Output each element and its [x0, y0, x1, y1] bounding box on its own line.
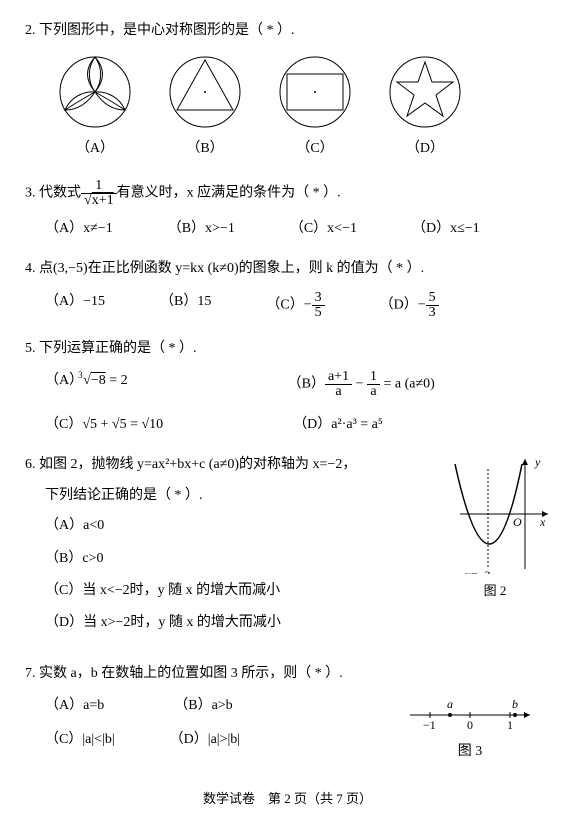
figure-2: y x O x=−2 图 2	[440, 454, 550, 602]
option-d: （D）−53	[380, 291, 439, 320]
q3-options: （A）x≠−1 （B）x>−1 （C）x<−1 （D）x≤−1	[25, 218, 550, 240]
q2-text: 2. 下列图形中，是中心对称图形的是（ * ）.	[25, 20, 550, 42]
q7-row1: （A）a=b （B）a>b	[25, 695, 405, 717]
option-c: （C）	[275, 52, 355, 160]
question-2: 2. 下列图形中，是中心对称图形的是（ * ）. （A） （B） （C） （D）	[25, 20, 550, 161]
option-d: （D）当 x>−2时，y 随 x 的增大而减小	[45, 612, 550, 634]
q7-row2: （C）|a|<|b| （D）|a|>|b|	[25, 729, 405, 751]
question-4: 4. 点(3,−5)在正比例函数 y=kx (k≠0)的图象上，则 k 的值为（…	[25, 258, 550, 319]
question-7: 7. 实数 a，b 在数轴上的位置如图 3 所示，则（ * ）. a b −1 0 1…	[25, 663, 550, 764]
option-label: （D）	[406, 141, 444, 156]
q4-text: 4. 点(3,−5)在正比例函数 y=kx (k≠0)的图象上，则 k 的值为（…	[25, 258, 550, 280]
option-a: （A）−15	[45, 291, 105, 320]
parabola-icon: y x O x=−2	[440, 454, 550, 574]
option-c: （C）|a|<|b|	[45, 729, 115, 751]
q3-text: 3. 代数式1√x+1有意义时，x 应满足的条件为（ * ）.	[25, 179, 550, 208]
figure-caption: 图 3	[405, 741, 535, 763]
q4-options: （A）−15 （B）15 （C）−35 （D）−53	[25, 291, 550, 320]
option-c: （C）√5 + √5 = √10	[45, 414, 163, 436]
option-c: （C）−35	[266, 291, 324, 320]
rect-in-circle-icon	[275, 52, 355, 132]
option-a: （A）√−8 = 2	[45, 370, 128, 399]
option-a: （A）x≠−1	[45, 218, 113, 240]
option-label: （B）	[186, 141, 223, 156]
option-d: （D）|a|>|b|	[170, 729, 240, 751]
option-b: （B）x>−1	[168, 218, 235, 240]
svg-text:O: O	[513, 515, 522, 529]
option-d: （D）a²·a³ = a⁵	[293, 414, 383, 436]
option-d: （D）x≤−1	[412, 218, 480, 240]
option-a: （A）a=b	[45, 695, 104, 717]
svg-text:1: 1	[507, 718, 513, 732]
option-a: （A）	[55, 52, 135, 160]
svg-text:−1: −1	[423, 718, 436, 732]
number-line-icon: a b −1 0 1	[405, 693, 535, 733]
option-label: （A）	[76, 141, 114, 156]
svg-text:0: 0	[467, 718, 473, 732]
q5-row2: （C）√5 + √5 = √10 （D）a²·a³ = a⁵	[25, 414, 550, 436]
option-c: （C）x<−1	[290, 218, 357, 240]
question-3: 3. 代数式1√x+1有意义时，x 应满足的条件为（ * ）. （A）x≠−1 …	[25, 179, 550, 240]
svg-text:a: a	[447, 697, 453, 711]
q2-options: （A） （B） （C） （D）	[25, 52, 550, 160]
q7-text: 7. 实数 a，b 在数轴上的位置如图 3 所示，则（ * ）.	[25, 663, 550, 685]
option-b: （B）a+1a − 1a = a (a≠0)	[288, 370, 435, 399]
question-6: y x O x=−2 图 2 6. 如图 2，抛物线 y=ax²+bx+c (a…	[25, 454, 550, 644]
figure-3: a b −1 0 1 图 3	[405, 693, 535, 764]
option-label: （C）	[296, 141, 333, 156]
svg-text:x=−2: x=−2	[465, 568, 491, 574]
figure-caption: 图 2	[440, 581, 550, 602]
triangle-in-circle-icon	[165, 52, 245, 132]
svg-text:x: x	[539, 515, 546, 529]
option-b: （B）15	[160, 291, 211, 320]
option-d: （D）	[385, 52, 465, 160]
option-b: （B）a>b	[174, 695, 232, 717]
option-b: （B）	[165, 52, 245, 160]
q5-text: 5. 下列运算正确的是（ * ）.	[25, 338, 550, 360]
question-5: 5. 下列运算正确的是（ * ）. （A）√−8 = 2 （B）a+1a − 1…	[25, 338, 550, 437]
svg-text:b: b	[512, 697, 518, 711]
star-in-circle-icon	[385, 52, 465, 132]
svg-text:y: y	[534, 455, 541, 469]
q5-row1: （A）√−8 = 2 （B）a+1a − 1a = a (a≠0)	[25, 370, 550, 399]
trefoil-icon	[55, 52, 135, 132]
